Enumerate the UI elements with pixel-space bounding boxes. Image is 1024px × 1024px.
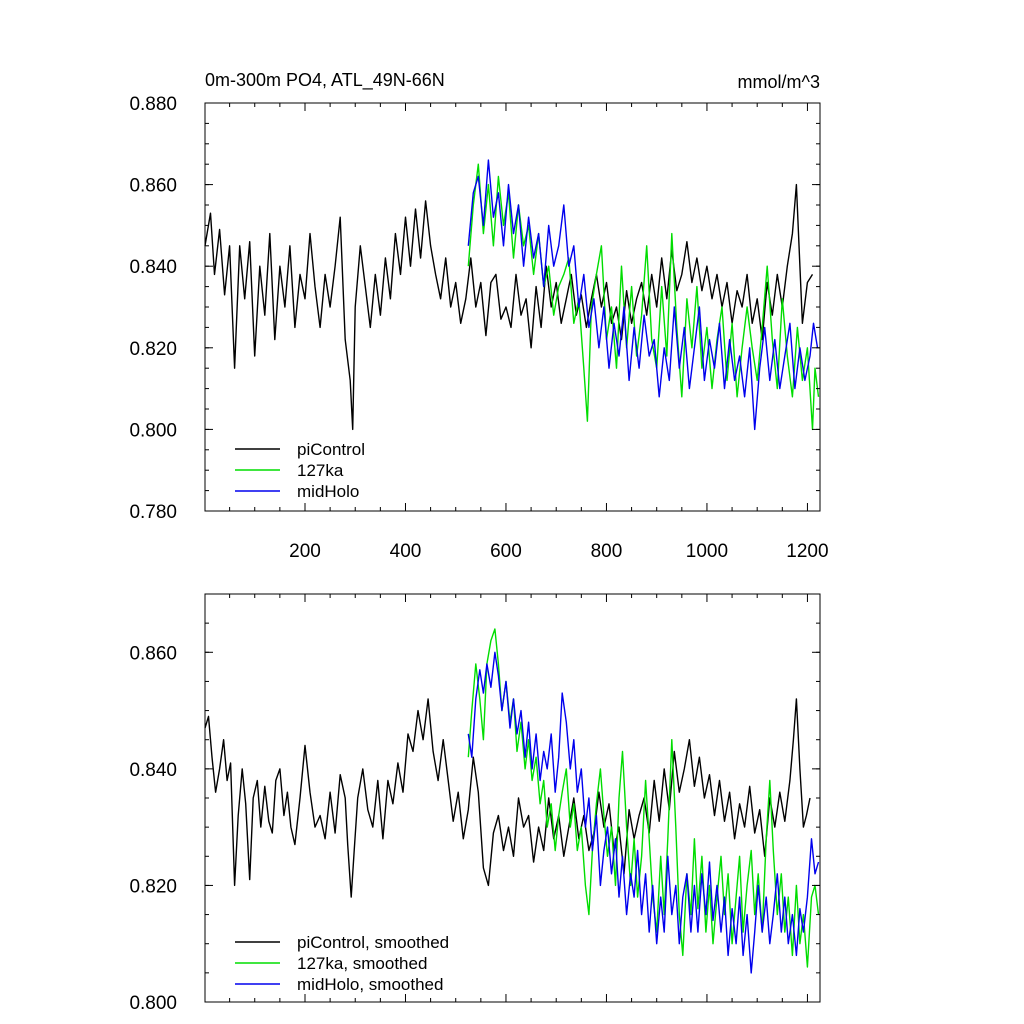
series-line-picontrol — [204, 183, 814, 431]
x-tick-label: 1000 — [686, 541, 728, 562]
top-panel-series — [204, 159, 820, 431]
y-tick-label: 0.880 — [129, 94, 177, 115]
legend-label: 127ka — [297, 461, 344, 480]
bottom-panel: 0.800 0.820 0.840 0.860 piControl, smoothed… — [129, 593, 821, 1014]
y-tick-label: 0.800 — [129, 420, 177, 441]
series-line-picontrol-smoothed — [204, 698, 811, 898]
x-tick-label: 200 — [289, 541, 321, 562]
legend-label: midHolo, smoothed — [297, 975, 443, 994]
y-tick-label: 0.840 — [129, 760, 177, 781]
legend-label: midHolo — [297, 482, 359, 501]
y-tick-label: 0.820 — [129, 876, 177, 897]
x-tick-label: 1200 — [786, 541, 828, 562]
x-tick-label: 600 — [490, 541, 522, 562]
x-tick-label: 800 — [591, 541, 623, 562]
series-line-midholo — [467, 159, 819, 431]
y-tick-label: 0.860 — [129, 176, 177, 197]
top-panel-legend: piControl 127ka midHolo — [235, 440, 365, 501]
bottom-panel-series — [204, 628, 820, 974]
series-line-midholo-smoothed — [467, 651, 820, 974]
y-tick-label: 0.780 — [129, 502, 177, 523]
legend-label: 127ka, smoothed — [297, 954, 427, 973]
top-panel: 0m-300m PO4, ATL_49N-66N mmol/m^3 200 400… — [129, 70, 828, 562]
top-panel-title: 0m-300m PO4, ATL_49N-66N — [205, 70, 445, 91]
top-panel-ticks: 200 400 600 800 1000 1200 0.780 0.800 0.820 0.840… — [129, 94, 828, 562]
legend-label: piControl — [297, 440, 365, 459]
y-tick-label: 0.820 — [129, 339, 177, 360]
bottom-panel-ticks: 0.800 0.820 0.840 0.860 — [129, 593, 820, 1014]
y-tick-label: 0.860 — [129, 643, 177, 664]
bottom-panel-legend: piControl, smoothed 127ka, smoothed midHol… — [235, 933, 449, 994]
legend-label: piControl, smoothed — [297, 933, 449, 952]
y-tick-label: 0.840 — [129, 257, 177, 278]
x-tick-label: 400 — [390, 541, 422, 562]
y-tick-label: 0.800 — [129, 993, 177, 1014]
top-panel-units: mmol/m^3 — [738, 72, 820, 92]
